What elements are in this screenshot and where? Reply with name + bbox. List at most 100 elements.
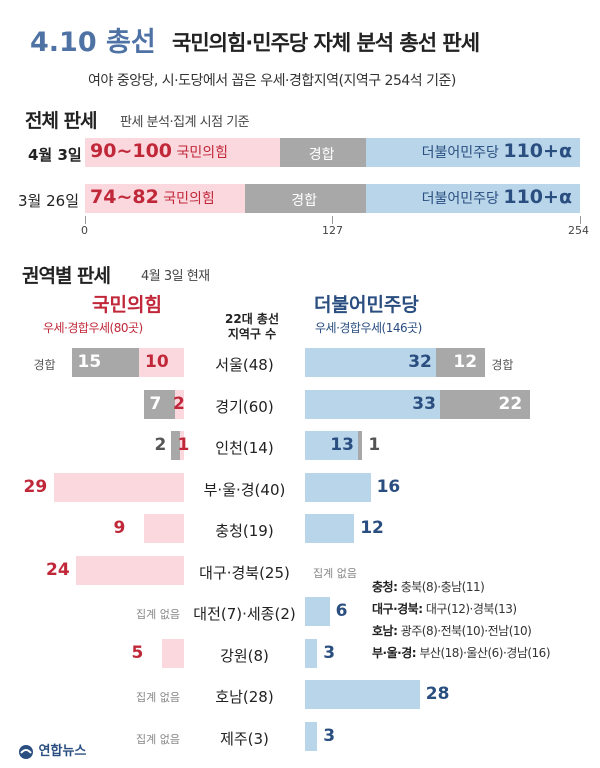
- dem-bar-4: [305, 514, 355, 543]
- ppp-value-5: 24: [46, 560, 70, 580]
- axis-tick-line-254: [580, 216, 581, 224]
- overall-tie-label-0: 경합: [308, 147, 335, 163]
- ppp-bar-5: [76, 556, 184, 585]
- note-text-0: 충북(8)·충남(11): [397, 580, 485, 594]
- dem-value-4: 12: [360, 518, 384, 538]
- region-label-5: 대구·경북(25): [199, 564, 290, 582]
- region-label-4: 충청(19): [215, 522, 274, 540]
- ppp-tie-bar-0: [71, 348, 139, 377]
- axis-tick-line-127: [332, 216, 333, 224]
- axis-tick-label-127: 127: [322, 224, 343, 237]
- note-text-1: 대구(12)·경북(13): [422, 602, 517, 616]
- dem-bar-0: [305, 348, 437, 377]
- dem-value-9: 3: [323, 726, 336, 746]
- note-key-1: 대구·경북:: [372, 602, 423, 616]
- regional-subtitle: 4월 3일 현재: [141, 269, 210, 284]
- ppp-tie-value-0: 15: [77, 352, 102, 372]
- note-2: 호남: 광주(8)·전북(10)·전남(10): [372, 622, 532, 639]
- region-label-8: 호남(28): [215, 688, 274, 706]
- dem-tie-value-1: 22: [498, 394, 523, 414]
- ppp-value-4: 9: [113, 518, 126, 538]
- overall-row-label-1: 4월 3일: [28, 146, 82, 164]
- dem-bar-6: [305, 597, 330, 626]
- dem-tie-bar-0: [436, 348, 486, 377]
- region-label-1: 경기(60): [215, 398, 274, 416]
- overall-bar-ppp-1: [85, 184, 245, 213]
- region-label-0: 서울(48): [215, 356, 274, 374]
- note-key-2: 호남:: [372, 624, 398, 638]
- dem-value-0: 32: [408, 352, 432, 372]
- regional-title: 권역별 판세: [22, 265, 111, 287]
- overall-bar-dem-0: [365, 138, 580, 167]
- dem-tie-bar-2: [358, 431, 363, 460]
- note-0: 충청: 충북(8)·충남(11): [372, 578, 485, 595]
- ppp-tie-bar-1: [143, 390, 175, 419]
- ppp-tie-value-1: 7: [149, 394, 162, 414]
- ppp-bar-1: [175, 390, 184, 419]
- note-3: 부·울·경: 부산(18)·울산(6)·경남(16): [372, 644, 550, 661]
- overall-bar-ppp-0: [85, 138, 280, 167]
- ppp-tie-value-2: 2: [154, 435, 167, 455]
- dem-value-2: 13: [330, 435, 354, 455]
- overall-dem-value-1: 110+α: [503, 186, 572, 208]
- axis-tick-label-254: 254: [568, 224, 589, 237]
- region-label-9: 제주(3): [220, 730, 269, 748]
- ppp-value-7: 5: [131, 643, 144, 663]
- dem-bar-1: [305, 390, 441, 419]
- center-header-line-2: 지역구 수: [227, 327, 277, 341]
- dem-value-6: 6: [335, 601, 348, 621]
- dem-value-7: 3: [323, 643, 336, 663]
- ppp-tie-bar-2: [170, 431, 180, 460]
- note-1: 대구·경북: 대구(12)·경북(13): [372, 600, 517, 617]
- note-key-3: 부·울·경:: [372, 646, 417, 660]
- ppp-value-2: 1: [177, 435, 190, 455]
- source-logo: 연합뉴스: [18, 740, 86, 760]
- overall-subtitle: 판세 분석·집계 시점 기준: [120, 115, 250, 130]
- overall-bar-tie-0: [279, 138, 366, 167]
- ppp-header: 국민의힘: [92, 294, 162, 316]
- ppp-none-8: 집계 없음: [136, 691, 180, 704]
- overall-ppp-value-0: 90~100: [90, 140, 173, 162]
- ppp-value-0: 10: [145, 352, 169, 372]
- ppp-bar-2: [179, 431, 184, 460]
- region-label-6: 대전(7)·세종(2): [193, 605, 296, 623]
- dem-tie-value-0: 12: [453, 352, 478, 372]
- source-label: 연합뉴스: [38, 744, 87, 759]
- note-key-0: 충청:: [372, 580, 398, 594]
- dem-header: 더불어민주당: [314, 294, 419, 316]
- overall-dem-name-0: 더불어민주당: [421, 145, 504, 161]
- yonhap-logo-icon: [19, 744, 33, 759]
- region-label-7: 강원(8): [220, 647, 269, 665]
- dem-value-3: 16: [376, 477, 401, 497]
- ppp-none-6: 집계 없음: [136, 608, 180, 621]
- dem-subheader: 우세·경합우세(146곳): [315, 321, 422, 335]
- axis-tick-line-0: [85, 216, 86, 224]
- ppp-tie-legend-label: 경합: [33, 358, 56, 372]
- overall-dem-label-1: 더불어민주당 110+α: [422, 186, 572, 208]
- overall-ppp-label-1: 74~82 국민의힘: [90, 186, 215, 208]
- dem-none-5: 집계 없음: [313, 567, 357, 580]
- overall-dem-value-0: 110+α: [503, 140, 572, 162]
- region-label-2: 인천(14): [215, 439, 274, 457]
- overall-dem-label-0: 더불어민주당 110+α: [422, 140, 572, 162]
- ppp-none-9: 집계 없음: [136, 733, 180, 746]
- center-header: 22대 총선 지역구 수: [197, 312, 307, 342]
- ppp-subheader: 우세·경합우세(80곳): [43, 321, 143, 335]
- dem-bar-2: [305, 431, 359, 460]
- center-header-line-1: 22대 총선: [225, 312, 279, 326]
- dem-tie-bar-1: [440, 390, 531, 419]
- dem-bar-9: [305, 722, 318, 751]
- overall-dem-name-1: 더불어민주당: [421, 191, 504, 207]
- ppp-bar-7: [161, 639, 184, 668]
- ppp-bar-4: [143, 514, 184, 543]
- overall-tie-label-1: 경합: [291, 193, 317, 209]
- subtitle: 여야 중앙당, 시·도당에서 꼽은 우세·경합지역(지역구 254석 기준): [88, 73, 456, 89]
- dem-value-1: 33: [412, 394, 436, 414]
- overall-ppp-label-0: 90~100 국민의힘: [90, 140, 228, 162]
- overall-bar-dem-1: [365, 184, 580, 213]
- dem-bar-8: [305, 680, 420, 709]
- dem-bar-3: [305, 473, 371, 502]
- dem-tie-value-2: 1: [368, 435, 381, 455]
- note-text-2: 광주(8)·전북(10)·전남(10): [397, 624, 532, 638]
- ppp-bar-3: [53, 473, 184, 502]
